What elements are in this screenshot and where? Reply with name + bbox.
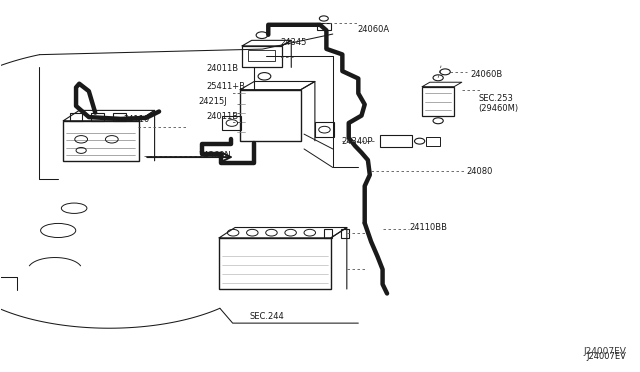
Text: J24007EV: J24007EV [587,352,627,361]
Text: 24011B: 24011B [206,64,239,73]
Bar [222,116,241,131]
Bar [426,137,440,145]
Text: 24110: 24110 [124,115,150,124]
Text: 24110BB: 24110BB [410,223,447,232]
Text: 24011B: 24011B [206,112,239,121]
Text: 24345: 24345 [280,38,307,47]
Text: SEC.244: SEC.244 [250,312,285,321]
Text: 24215J: 24215J [198,97,227,106]
Bar [92,113,104,121]
Text: J24007EV: J24007EV [584,347,627,356]
Bar [422,87,454,116]
Bar [380,135,412,147]
Text: SEC.253: SEC.253 [478,94,513,103]
Text: 25411+B: 25411+B [206,82,245,91]
Text: 24360N: 24360N [198,151,232,160]
Text: 24080: 24080 [467,167,493,176]
Bar [113,113,126,121]
Bar [248,50,275,61]
Bar [324,230,332,237]
Bar [70,113,83,121]
Bar [219,238,331,289]
Bar [341,230,349,237]
Bar [317,23,331,31]
Text: (29460M): (29460M) [478,104,518,113]
Bar [242,46,282,67]
Bar [240,90,301,141]
Text: 24340P: 24340P [342,137,373,146]
Bar [63,121,139,161]
Text: 24060B: 24060B [470,70,502,79]
Bar [315,122,334,137]
Text: 24060A: 24060A [357,25,389,35]
